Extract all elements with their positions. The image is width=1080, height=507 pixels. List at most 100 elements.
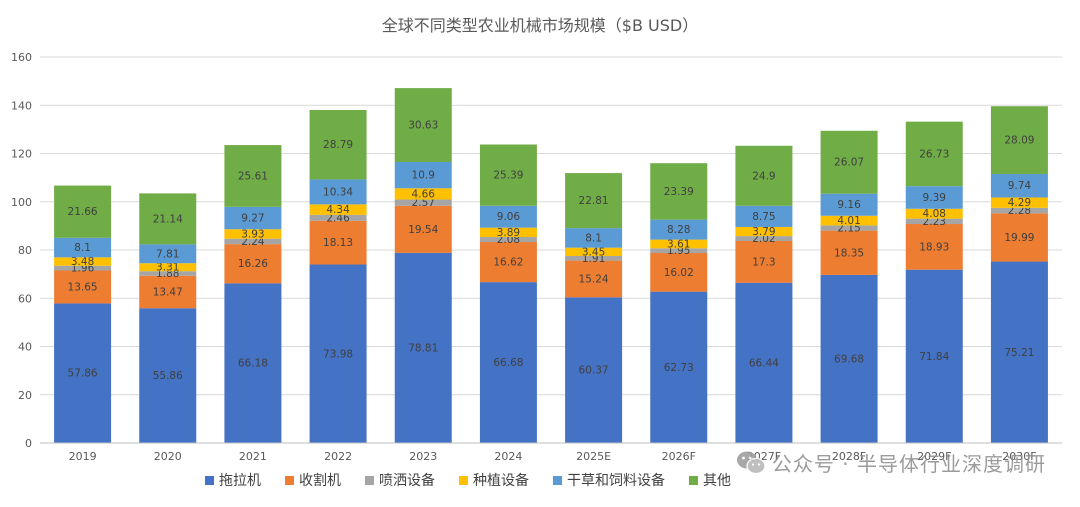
data-label: 10.34 bbox=[323, 186, 353, 198]
bar-segment bbox=[990, 106, 1048, 174]
watermark: 公众号 · 半导体行业深度调研 bbox=[736, 448, 1046, 477]
data-label: 8.1 bbox=[585, 232, 602, 244]
y-tick-label: 140 bbox=[11, 99, 32, 112]
bar-segment bbox=[990, 197, 1048, 208]
y-tick-label: 20 bbox=[18, 389, 32, 402]
data-label: 66.44 bbox=[749, 357, 779, 369]
bar-segment bbox=[394, 88, 452, 162]
x-tick-label: 2025E bbox=[576, 450, 611, 463]
bar-segment bbox=[990, 173, 1048, 198]
bar-segment bbox=[905, 269, 963, 443]
legend-label: 其他 bbox=[703, 473, 731, 489]
data-label: 66.68 bbox=[493, 357, 523, 369]
chart-title: 全球不同类型农业机械市场规模（$B USD） bbox=[381, 16, 699, 35]
bar-segment bbox=[650, 291, 708, 443]
bar-segment bbox=[905, 218, 963, 225]
data-label: 25.39 bbox=[493, 170, 523, 182]
bar-segment bbox=[224, 283, 282, 443]
bar-segment bbox=[309, 204, 367, 215]
data-label: 3.48 bbox=[71, 256, 94, 268]
x-tick-label: 2029F bbox=[917, 450, 951, 463]
legend-label: 收割机 bbox=[299, 472, 341, 489]
bar-segment bbox=[479, 227, 537, 238]
bar-segment bbox=[565, 260, 623, 298]
watermark-text: 公众号 · 半导体行业深度调研 bbox=[771, 452, 1046, 476]
data-label: 18.13 bbox=[323, 237, 353, 249]
x-tick-label: 2021 bbox=[239, 450, 267, 463]
bar-segment bbox=[224, 244, 282, 284]
legend-label: 干草和饲料设备 bbox=[567, 472, 665, 489]
wechat-icon bbox=[736, 450, 766, 476]
bar-segment bbox=[990, 261, 1048, 443]
data-label: 25.61 bbox=[238, 170, 268, 182]
x-tick-label: 2019 bbox=[69, 450, 97, 463]
data-label: 9.06 bbox=[497, 211, 521, 223]
data-label: 19.99 bbox=[1004, 232, 1034, 244]
bar-segment bbox=[224, 238, 282, 245]
x-tick-label: 2020 bbox=[154, 450, 182, 463]
bar-segment bbox=[905, 224, 963, 270]
bar-segment bbox=[565, 247, 623, 256]
data-label: 75.21 bbox=[1004, 347, 1034, 359]
bar-segment bbox=[820, 130, 878, 194]
x-tick-label: 2022 bbox=[324, 450, 352, 463]
data-label: 13.47 bbox=[153, 286, 183, 298]
bar-segment bbox=[54, 257, 112, 266]
bar-segment bbox=[565, 228, 623, 248]
bar-segment bbox=[820, 193, 878, 216]
y-tick-label: 160 bbox=[11, 51, 32, 64]
data-label: 2.08 bbox=[497, 234, 520, 246]
legend-label: 拖拉机 bbox=[219, 473, 261, 489]
data-label: 9.16 bbox=[837, 199, 861, 211]
data-label: 16.62 bbox=[493, 257, 523, 269]
bar-segment bbox=[54, 237, 112, 258]
data-label: 2.24 bbox=[241, 236, 265, 248]
data-label: 4.34 bbox=[326, 204, 350, 216]
bar-segment bbox=[139, 308, 197, 443]
bar-segment bbox=[54, 270, 112, 304]
data-label: 2.28 bbox=[1008, 205, 1031, 217]
bar-segment bbox=[905, 121, 963, 187]
data-label: 73.98 bbox=[323, 348, 353, 360]
legend-label: 种植设备 bbox=[473, 472, 529, 489]
bar-segment bbox=[735, 145, 793, 206]
data-label: 4.66 bbox=[412, 188, 436, 200]
bar-segment bbox=[394, 161, 452, 189]
data-label: 8.75 bbox=[752, 211, 775, 223]
bar-segment bbox=[479, 237, 537, 243]
legend-swatch bbox=[285, 476, 294, 485]
data-label: 15.24 bbox=[579, 273, 609, 285]
legend-swatch bbox=[459, 476, 468, 485]
legend-swatch bbox=[365, 476, 374, 485]
bar-segment bbox=[479, 205, 537, 228]
bar-segment bbox=[139, 271, 197, 276]
bar-segment bbox=[820, 274, 878, 443]
data-label: 4.01 bbox=[837, 215, 860, 227]
bar-segment bbox=[224, 229, 282, 239]
data-label: 9.27 bbox=[241, 213, 264, 225]
bar-segment bbox=[139, 244, 197, 264]
bar-segment bbox=[990, 213, 1048, 262]
data-label: 28.09 bbox=[1004, 135, 1034, 147]
bar-segment bbox=[139, 275, 197, 309]
data-label: 3.61 bbox=[667, 238, 690, 250]
bar-segment bbox=[905, 186, 963, 209]
bar-segment bbox=[309, 179, 367, 205]
x-tick-label: 2024 bbox=[494, 450, 522, 463]
data-label: 3.31 bbox=[156, 262, 179, 274]
bar-segment bbox=[224, 145, 282, 207]
bar-segment bbox=[735, 236, 793, 241]
bar-segment bbox=[565, 297, 623, 443]
data-label: 3.89 bbox=[497, 227, 520, 239]
data-label: 8.28 bbox=[667, 224, 690, 236]
legend-swatch bbox=[553, 476, 562, 485]
x-tick-label: 2030F bbox=[1002, 450, 1036, 463]
bar-segment bbox=[735, 226, 793, 237]
data-label: 2.15 bbox=[837, 223, 860, 235]
data-label: 22.81 bbox=[579, 195, 609, 207]
data-label: 18.93 bbox=[919, 241, 949, 253]
bar-segment bbox=[650, 163, 708, 220]
data-label: 10.9 bbox=[412, 170, 435, 182]
